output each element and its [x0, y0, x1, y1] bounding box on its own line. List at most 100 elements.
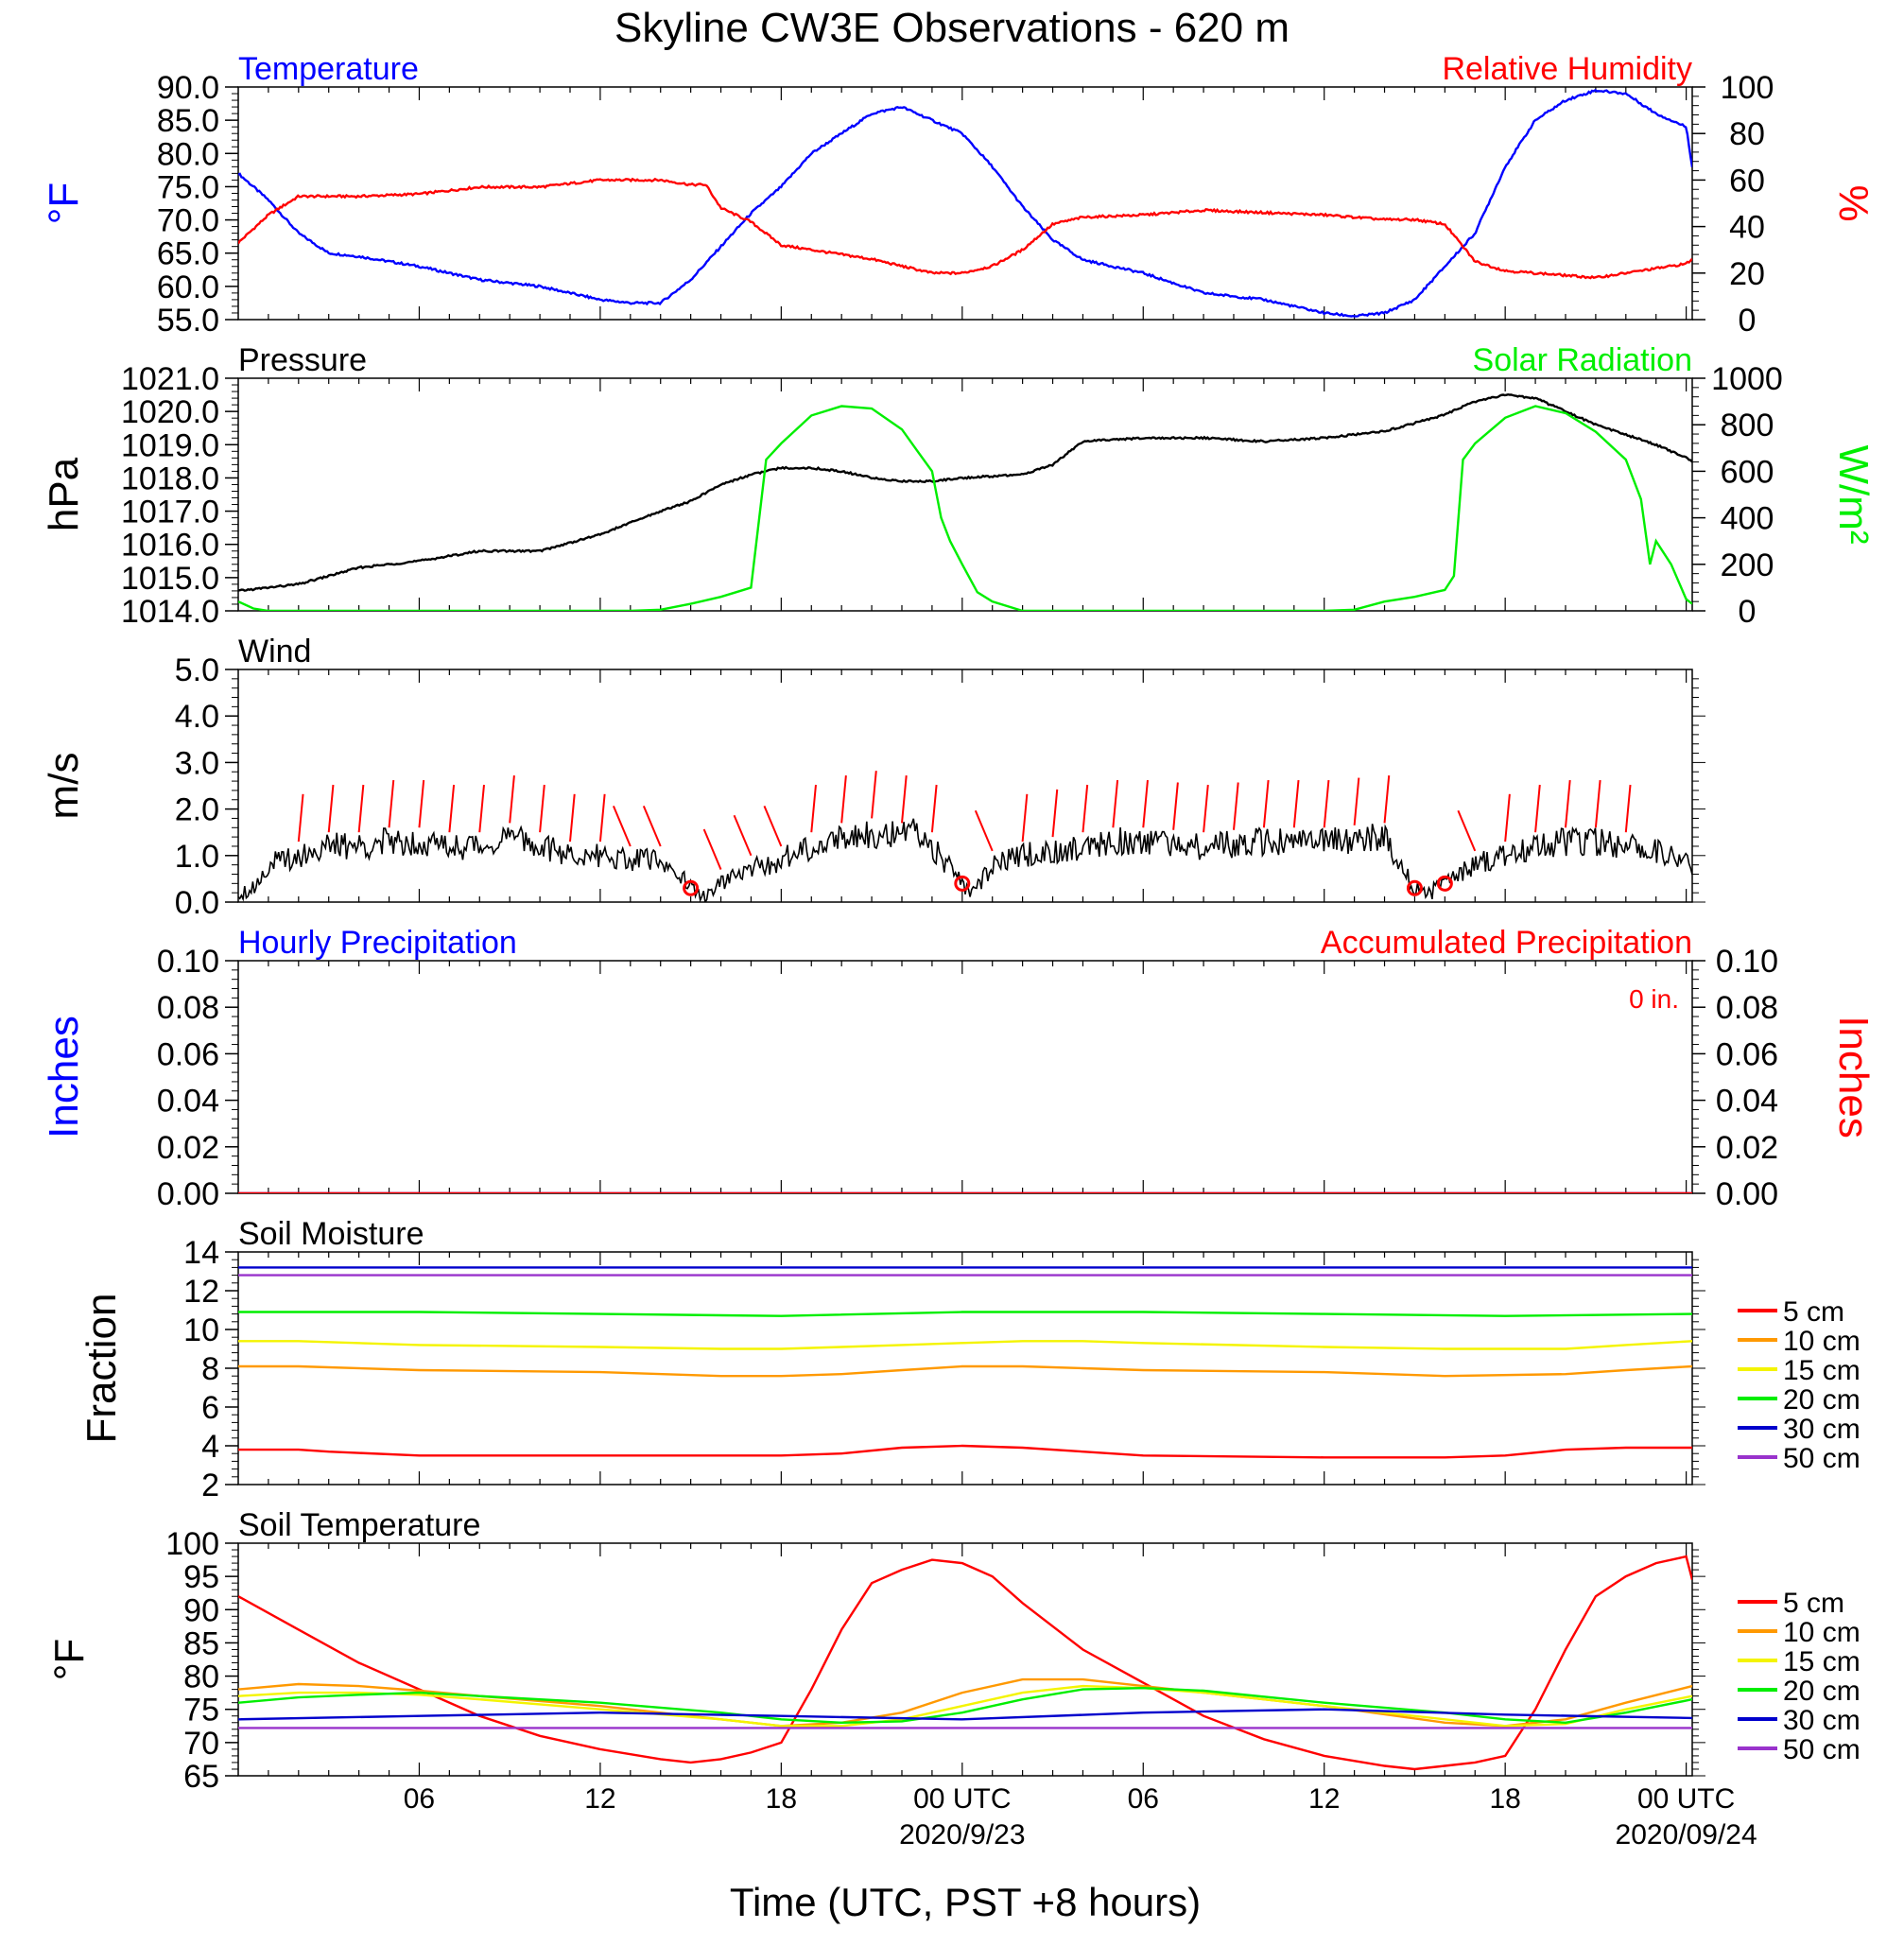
y-right-tick-label: 400 — [1721, 501, 1774, 537]
y-axis-label-right: W/m² — [1830, 444, 1877, 544]
wind-barb — [1504, 793, 1511, 843]
wind-barb — [930, 784, 938, 833]
wind-barb — [1564, 779, 1571, 828]
panel-temperature-rh: 55.060.065.070.075.080.085.090.0 0 20 40 60 8… — [41, 51, 1877, 339]
calm-wind-marker — [683, 879, 700, 896]
panel-title-left: Wind — [238, 634, 311, 669]
y-left-tick-label: 2.0 — [175, 792, 219, 828]
wind-barb — [448, 784, 456, 833]
wind-barb — [702, 828, 722, 870]
panel-title-left: Soil Moisture — [238, 1216, 424, 1252]
wind-barb — [509, 775, 515, 824]
wind-barb — [418, 779, 425, 828]
calm-wind-marker — [1436, 875, 1453, 892]
series-line-wind-speed — [238, 818, 1692, 902]
legend-label: 20 cm — [1783, 1384, 1861, 1416]
wind-barb — [569, 793, 576, 843]
y-left-tick-label: 90.0 — [157, 70, 219, 106]
x-tick-label: 12 — [1308, 1783, 1340, 1815]
y-left-tick-label: 1015.0 — [121, 561, 219, 597]
wind-barb — [357, 784, 365, 833]
wind-barb — [1262, 779, 1270, 828]
y-left-tick-label: 4 — [201, 1429, 219, 1465]
x-tick-label: 18 — [766, 1783, 797, 1815]
legend-label: 30 cm — [1783, 1414, 1861, 1445]
time-axis: 06 12 18 00 UTC 06 12 18 00 UTC 2020/9/23 2020/09… — [404, 1783, 1757, 1924]
wind-barb — [840, 775, 847, 824]
wind-barb — [871, 771, 877, 819]
y-left-tick-label: 95 — [183, 1559, 219, 1595]
y-left-tick-label: 85 — [183, 1625, 219, 1661]
y-left-tick-label: 8 — [201, 1351, 219, 1387]
plot-frame — [237, 669, 1693, 903]
legend-label: 30 cm — [1783, 1705, 1861, 1736]
y-left-tick-label: 65 — [183, 1759, 219, 1795]
y-left-tick-label: 1017.0 — [121, 495, 219, 530]
chart-panels: 55.060.065.070.075.080.085.090.002040608… — [41, 51, 1877, 1795]
x-tick-label: 18 — [1489, 1783, 1520, 1815]
wind-barb — [1142, 779, 1149, 828]
y-right-tick-label: 0 — [1739, 303, 1757, 339]
y-left-tick-label: 0.06 — [157, 1036, 219, 1072]
wind-barb — [1232, 782, 1239, 830]
x-tick-label: 12 — [584, 1783, 615, 1815]
series-line-relative-humidity — [238, 177, 1692, 280]
wind-barb — [478, 784, 485, 833]
y-right-tick-label: 40 — [1729, 210, 1765, 246]
legend-label: 20 cm — [1783, 1676, 1861, 1707]
y-left-tick-label: 75.0 — [157, 169, 219, 205]
series-line-15-cm — [238, 1684, 1692, 1728]
y-right-tick-label: 20 — [1729, 256, 1765, 292]
wind-barb — [1594, 779, 1601, 828]
wind-barb — [1292, 779, 1300, 828]
wind-barb — [763, 805, 783, 847]
panel-title-left: Soil Temperature — [238, 1507, 480, 1543]
y-left-tick-label: 0.08 — [157, 990, 219, 1026]
panel-title-right: Relative Humidity — [1442, 51, 1692, 87]
y-left-tick-label: 1020.0 — [121, 394, 219, 430]
y-left-tick-label: 65.0 — [157, 236, 219, 272]
wind-barb — [810, 784, 817, 833]
wind-barb — [327, 784, 335, 833]
legend-label: 50 cm — [1783, 1734, 1861, 1765]
y-left-tick-label: 1019.0 — [121, 427, 219, 463]
y-axis-label-left: °F — [41, 182, 87, 224]
wind-barb — [1021, 793, 1029, 843]
y-left-tick-label: 10 — [183, 1312, 219, 1348]
plot-frame — [237, 1542, 1693, 1777]
y-left-tick-label: 55.0 — [157, 303, 219, 339]
x-tick-label: 06 — [1128, 1783, 1159, 1815]
y-left-tick-label: 80 — [183, 1659, 219, 1695]
legend-label: 10 cm — [1783, 1617, 1861, 1648]
y-axis-label-left: °F — [46, 1639, 93, 1680]
x-tick-label: 00 UTC — [913, 1783, 1011, 1815]
wind-barb — [1051, 789, 1059, 838]
y-left-tick-label: 80.0 — [157, 136, 219, 172]
y-right-tick-label: 1000 — [1711, 361, 1783, 397]
y-right-tick-label: 200 — [1721, 547, 1774, 583]
plot-frame — [237, 86, 1693, 321]
y-left-tick-label: 1021.0 — [121, 361, 219, 397]
wind-barb — [900, 775, 908, 824]
wind-barb — [388, 779, 395, 828]
series-line-pressure — [238, 392, 1692, 592]
y-left-tick-label: 12 — [183, 1274, 219, 1310]
accumulated-total-label: 0 in. — [1629, 984, 1679, 1014]
y-left-tick-label: 0.0 — [175, 885, 219, 921]
wind-barb — [1457, 809, 1477, 852]
legend-label: 5 cm — [1783, 1588, 1844, 1619]
legend-label: 50 cm — [1783, 1443, 1861, 1474]
y-axis-label-left: Inches — [41, 1016, 87, 1138]
y-left-tick-label: 1014.0 — [121, 594, 219, 630]
wind-barb — [598, 793, 606, 843]
y-left-tick-label: 3.0 — [175, 745, 219, 781]
panel-precipitation: 0.00 0.02 0.04 0.06 0.08 0.10 0.00 0.02 0.04 0.06… — [41, 925, 1877, 1212]
y-left-tick-label: 0.02 — [157, 1130, 219, 1166]
x-tick-label: 06 — [404, 1783, 435, 1815]
plot-frame — [237, 960, 1693, 1194]
wind-barb — [1203, 784, 1209, 833]
